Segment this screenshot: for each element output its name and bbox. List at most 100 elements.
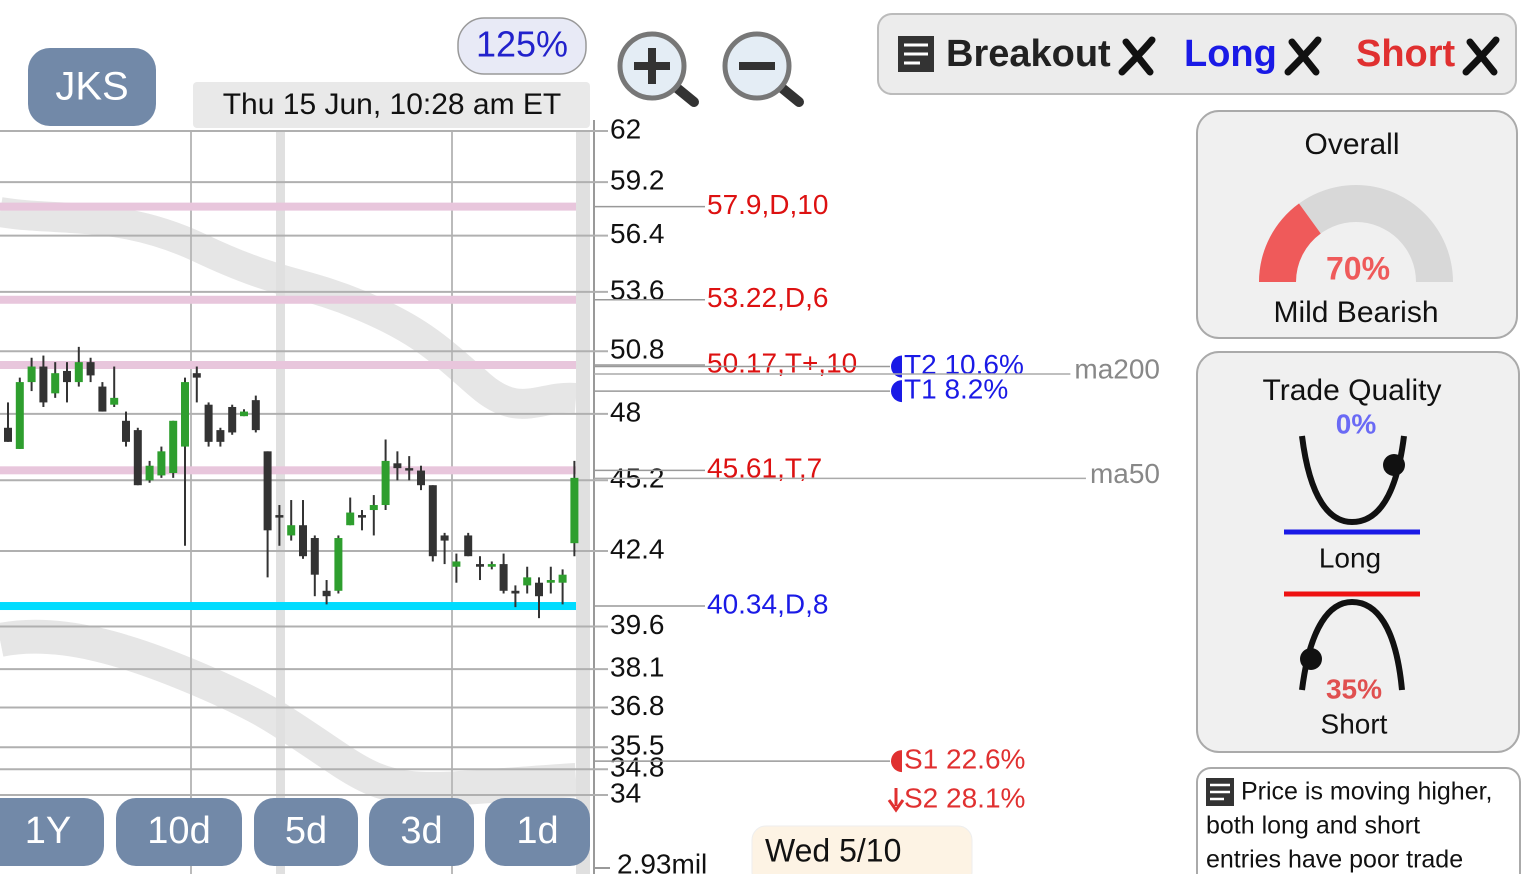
zoom-in[interactable] [617, 31, 699, 107]
candle-body [487, 564, 496, 567]
y-tick-label: 38.1 [610, 652, 665, 683]
note-panel [1196, 767, 1521, 874]
gauge [1259, 203, 1321, 282]
range-button[interactable] [254, 798, 358, 866]
short-quality: 35% [1326, 673, 1382, 704]
y-tick-label: 35.5 [610, 730, 665, 761]
range-label: 10d [147, 810, 210, 852]
long-label: Long [1319, 542, 1381, 573]
candle-body [122, 420, 130, 442]
range-label: 5d [285, 810, 327, 852]
range-button[interactable] [116, 798, 242, 866]
candle-body [15, 382, 24, 449]
chart-background [0, 120, 595, 874]
timestamp: Thu 15 Jun, 10:28 am ET [223, 88, 562, 121]
off-icon [1284, 36, 1322, 76]
short-label: Short [1321, 708, 1388, 739]
level-band [0, 295, 576, 304]
level-band [0, 202, 576, 211]
period-band [576, 130, 590, 874]
candle-body [405, 468, 414, 471]
candle-body [369, 505, 378, 511]
quality-panel [1196, 351, 1520, 753]
candle-body [346, 512, 355, 526]
y-tick-label: 59.2 [610, 164, 665, 195]
quality-title: Trade Quality [1263, 374, 1442, 407]
zoom-text: 125% [476, 24, 568, 65]
candle-body [299, 525, 307, 557]
candle-body [98, 386, 107, 412]
note-text: both long and short [1206, 812, 1420, 840]
band [0, 619, 578, 806]
candle-body [74, 362, 83, 383]
candle-body [275, 515, 284, 518]
gauge-fill [1259, 203, 1321, 282]
candle-body [322, 590, 331, 597]
candle-body [39, 366, 48, 403]
y-tick-label: 62 [610, 113, 641, 144]
signal-button[interactable]: Breakout [946, 33, 1111, 75]
candle-body [287, 525, 296, 536]
overall-value: 70% [1326, 250, 1390, 286]
ma-label: ma200 [1074, 353, 1160, 384]
gauge-track [1259, 185, 1453, 282]
y-tick-label: 34 [610, 777, 641, 808]
candle-body [452, 561, 461, 567]
overall-verdict: Mild Bearish [1273, 296, 1438, 329]
range-label: 1Y [25, 810, 71, 852]
candle-body [393, 463, 402, 469]
short-dot [1300, 648, 1322, 670]
target-marker [891, 355, 902, 378]
candle-body [51, 373, 60, 394]
candle-body [334, 538, 343, 591]
signal-button[interactable]: Short [1356, 33, 1456, 75]
icon-lines [904, 43, 928, 65]
off-icon [1118, 36, 1156, 76]
period-band [276, 130, 285, 874]
ma-label: ma50 [1090, 458, 1160, 489]
range-button[interactable] [369, 798, 474, 866]
short-curve [1299, 598, 1405, 691]
signal-button[interactable]: Long [1184, 33, 1277, 75]
candle-body [428, 485, 437, 557]
candle-body [27, 366, 36, 383]
candle-body [86, 362, 95, 376]
level-label: 53.22,D,6 [707, 282, 828, 313]
overall-title: Overall [1304, 128, 1399, 161]
y-tick-label: 36.8 [610, 690, 665, 721]
long-dot [1383, 454, 1405, 476]
candle-body [145, 465, 154, 481]
zoom-level[interactable] [457, 17, 587, 75]
candle-body [464, 535, 473, 557]
candle-body [499, 564, 508, 591]
candle-body [570, 477, 579, 544]
target-label: S2 28.1% [904, 782, 1025, 813]
volume-label: 2.93mil [617, 848, 707, 874]
offscale-arrow [887, 788, 905, 813]
candle-body [4, 427, 12, 442]
candle-body [133, 430, 142, 486]
target-label: T2 10.6% [904, 349, 1024, 380]
target-marker [891, 380, 902, 403]
date-box [751, 825, 973, 874]
range-button[interactable] [0, 798, 104, 866]
range-button[interactable] [485, 798, 590, 866]
note-icon [1206, 778, 1234, 806]
long-quality: 0% [1336, 408, 1377, 439]
y-tick-label: 50.8 [610, 334, 665, 365]
signal-panel [877, 13, 1517, 95]
long-curve [1299, 435, 1407, 526]
doc-icon [898, 36, 934, 72]
level-band [0, 360, 576, 369]
candle-body [110, 397, 119, 405]
candle-body [251, 400, 260, 431]
candle-body [476, 564, 484, 567]
y-tick-label: 39.6 [610, 609, 665, 640]
candle-body [511, 590, 520, 594]
ticker-button[interactable] [28, 48, 156, 126]
level-band [0, 602, 576, 611]
zoom-out[interactable] [722, 31, 804, 107]
y-tick-label: 34.8 [610, 752, 665, 783]
